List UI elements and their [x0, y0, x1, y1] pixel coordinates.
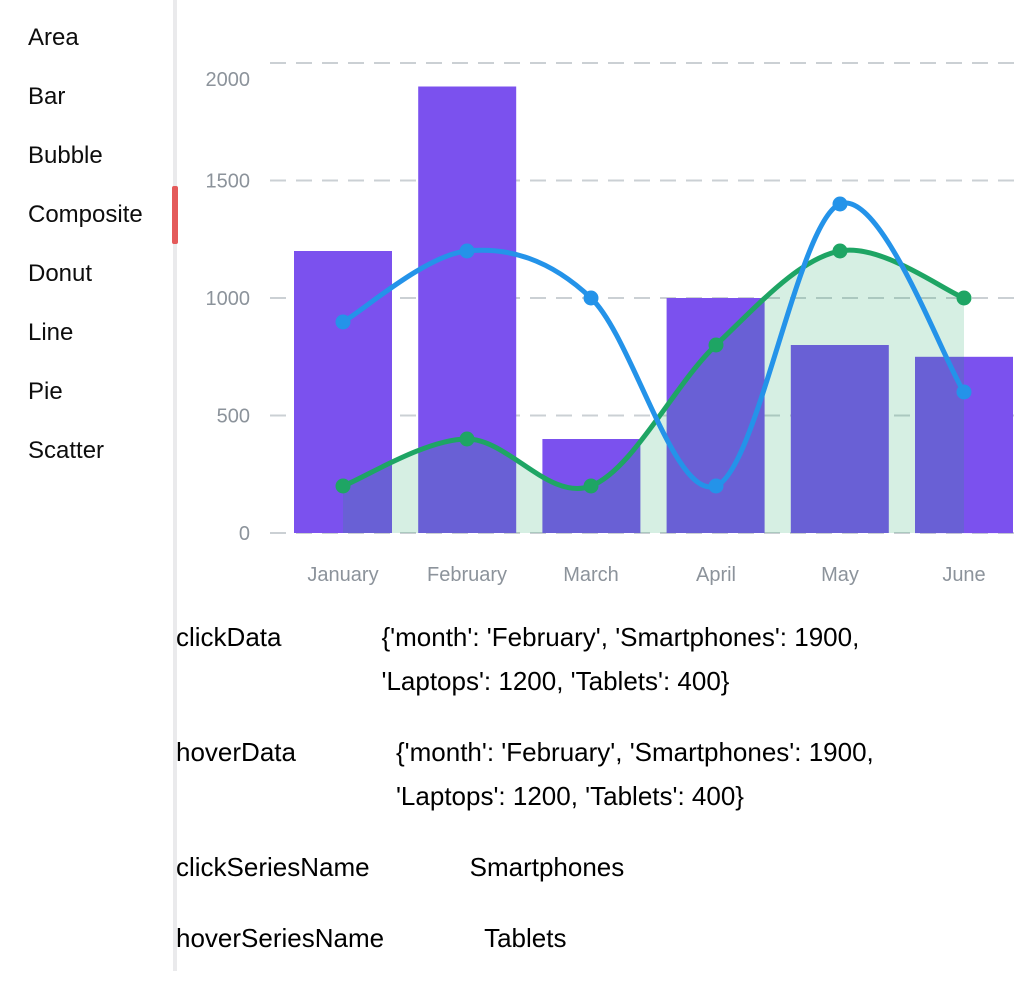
bar-february[interactable]	[418, 86, 517, 534]
sidebar-item-label: Area	[28, 24, 79, 51]
output-row-label: clickSeriesName	[176, 852, 370, 882]
sidebar-item-label: Pie	[28, 378, 63, 405]
active-item-indicator	[172, 186, 178, 244]
point-laptops-february[interactable]	[459, 243, 475, 259]
sidebar-item-line[interactable]: Line	[0, 303, 172, 362]
output-row-clickData: clickData {'month': 'February', 'Smartpho…	[176, 615, 1016, 703]
x-tick-label: March	[563, 564, 619, 586]
output-row-label: clickData	[176, 622, 282, 652]
output-row-value: Tablets	[484, 923, 567, 953]
point-laptops-january[interactable]	[335, 314, 351, 330]
sidebar-item-label: Scatter	[28, 437, 105, 464]
point-laptops-march[interactable]	[583, 290, 599, 306]
point-tablets-january[interactable]	[335, 478, 351, 494]
chart-type-sidebar: Area Bar Bubble Composite Donut Line Pie Scatte…	[0, 8, 178, 480]
x-axis-labels: January February March April May June	[307, 564, 985, 586]
area-fill-tablets	[343, 250, 964, 533]
sidebar-item-pie[interactable]: Pie	[0, 362, 172, 421]
point-tablets-february[interactable]	[459, 431, 475, 447]
sidebar-item-donut[interactable]: Donut	[0, 244, 172, 303]
y-tick-label: 500	[217, 406, 250, 428]
sidebar-item-area[interactable]: Area	[0, 8, 172, 67]
output-row-clickSeriesName: clickSeriesName Smartphones	[176, 845, 1016, 889]
x-tick-label: April	[696, 564, 736, 586]
y-gridlines	[270, 62, 1024, 534]
callback-output-rows: clickData {'month': 'February', 'Smartpho…	[176, 615, 1016, 987]
sidebar-item-label: Bubble	[28, 142, 103, 169]
point-tablets-june[interactable]	[956, 290, 972, 306]
bar-may[interactable]	[790, 345, 889, 533]
x-tick-label: June	[942, 564, 985, 586]
sidebar-item-label: Bar	[28, 83, 66, 110]
sidebar-item-bar[interactable]: Bar	[0, 67, 172, 126]
sidebar-item-label: Line	[28, 319, 74, 346]
composite-chart[interactable]: 0 500 1000 1500 2000 January February March Apri…	[180, 40, 1024, 600]
x-tick-label: May	[821, 564, 859, 586]
point-laptops-may[interactable]	[832, 196, 848, 212]
sidebar-item-label: Composite	[28, 201, 143, 228]
output-row-value: {'month': 'February', 'Smartphones': 190…	[381, 622, 860, 696]
y-tick-label: 1500	[206, 171, 251, 193]
y-tick-label: 2000	[206, 69, 251, 91]
sidebar-item-composite[interactable]: Composite	[0, 185, 178, 244]
y-tick-label: 0	[239, 523, 250, 545]
output-row-value: {'month': 'February', 'Smartphones': 190…	[395, 737, 874, 811]
point-laptops-april[interactable]	[708, 478, 724, 494]
sidebar-item-scatter[interactable]: Scatter	[0, 421, 172, 480]
output-row-hoverData: hoverData {'month': 'February', 'Smartpho…	[176, 730, 1016, 818]
point-tablets-may[interactable]	[832, 243, 848, 259]
series-tablets	[335, 243, 972, 533]
series-laptops	[335, 196, 972, 494]
output-row-value: Smartphones	[469, 852, 625, 882]
x-tick-label: January	[307, 564, 378, 586]
output-row-hoverSeriesName: hoverSeriesName Tablets	[176, 916, 1016, 960]
bar-april[interactable]	[666, 298, 765, 533]
sidebar-item-bubble[interactable]: Bubble	[0, 126, 172, 185]
output-row-label: hoverSeriesName	[176, 923, 385, 953]
point-tablets-march[interactable]	[583, 478, 599, 494]
series-smartphones	[294, 86, 1013, 534]
y-axis-labels: 0 500 1000 1500 2000	[206, 69, 251, 545]
x-tick-label: February	[427, 564, 507, 586]
sidebar-item-label: Donut	[28, 260, 93, 287]
sidebar-divider	[173, 0, 177, 971]
y-tick-label: 1000	[206, 288, 251, 310]
point-laptops-june[interactable]	[956, 384, 972, 400]
output-row-label: hoverData	[176, 737, 296, 767]
point-tablets-april[interactable]	[708, 337, 724, 353]
